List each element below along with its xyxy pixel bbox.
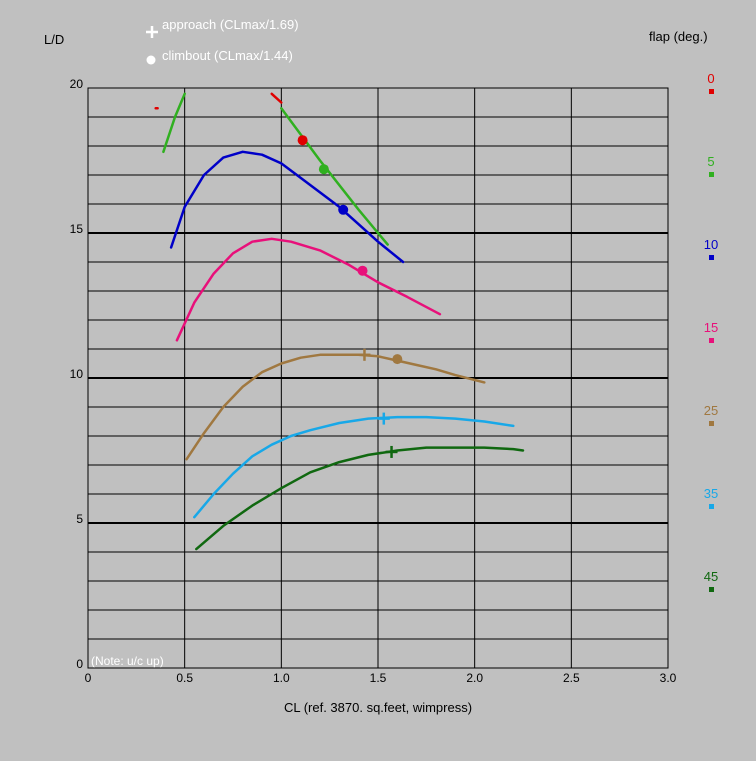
legend-label-flap-15: 15	[704, 320, 718, 335]
series-line-flap-35	[193, 415, 515, 519]
x-tick-label: 3.0	[660, 671, 677, 685]
legend-title: flap (deg.)	[649, 29, 708, 44]
x-tick-label: 2.5	[563, 671, 580, 685]
series-line-flap-5	[162, 92, 186, 154]
legend-swatch-flap-0	[709, 89, 714, 94]
series-line-flap-5	[280, 107, 389, 246]
series-line-flap-45	[195, 446, 525, 551]
approach-marker-flap-25	[358, 348, 371, 361]
series-line-flap-0	[270, 92, 283, 104]
approach-legend-label: approach (CLmax/1.69)	[162, 17, 299, 32]
legend-swatch-flap-15	[709, 338, 714, 343]
legend-swatch-flap-10	[709, 255, 714, 260]
legend-swatch-flap-25	[709, 421, 714, 426]
x-tick-label: 2.0	[466, 671, 483, 685]
y-axis-label: L/D	[44, 32, 64, 47]
approach-marker-flap-45	[385, 445, 398, 458]
climbout-legend-label: climbout (CLmax/1.44)	[162, 48, 293, 63]
approach-legend-icon	[146, 26, 158, 38]
y-tick-label: 0	[76, 657, 83, 671]
approach-marker-flap-35	[377, 412, 390, 425]
climbout-marker-flap-25	[392, 354, 403, 365]
y-tick-label: 5	[76, 512, 83, 526]
series-markers	[297, 135, 403, 458]
legend-label-flap-5: 5	[707, 154, 714, 169]
climbout-marker-flap-5	[318, 164, 329, 175]
y-tick-label: 10	[70, 367, 84, 381]
flap-legend: 0 5 10 15 25 35 45	[704, 71, 718, 592]
x-tick-label: 1.5	[370, 671, 387, 685]
legend-swatch-flap-45	[709, 587, 714, 592]
x-axis-label: CL (ref. 3870. sq.feet, wimpress)	[284, 700, 472, 715]
series-line-flap-25	[185, 353, 486, 461]
climbout-marker-flap-10	[338, 204, 349, 215]
climbout-marker-flap-15	[357, 265, 368, 276]
y-tick-label: 20	[70, 77, 84, 91]
legend-label-flap-25: 25	[704, 403, 718, 418]
x-tick-label: 0.5	[176, 671, 193, 685]
y-tick-label: 15	[70, 222, 84, 236]
x-tick-label: 0	[85, 671, 92, 685]
x-tick-label: 1.0	[273, 671, 290, 685]
climbout-marker-flap-0	[297, 135, 308, 146]
labels: L/D CL (ref. 3870. sq.feet, wimpress) fl…	[44, 17, 708, 715]
legend-label-flap-0: 0	[707, 71, 714, 86]
legend-swatch-flap-5	[709, 172, 714, 177]
climbout-legend-icon	[146, 55, 156, 65]
series-line-flap-10	[169, 150, 405, 264]
grid: 0 0.5 1.0 1.5 2.0 2.5 3.0 0 5 10 15 20	[70, 77, 677, 685]
series-lines	[154, 92, 525, 551]
series-line-flap-15	[175, 237, 442, 342]
legend-label-flap-10: 10	[704, 237, 718, 252]
note-text: (Note: u/c up)	[91, 654, 164, 668]
legend-swatch-flap-35	[709, 504, 714, 509]
legend-label-flap-45: 45	[704, 569, 718, 584]
legend-label-flap-35: 35	[704, 486, 718, 501]
